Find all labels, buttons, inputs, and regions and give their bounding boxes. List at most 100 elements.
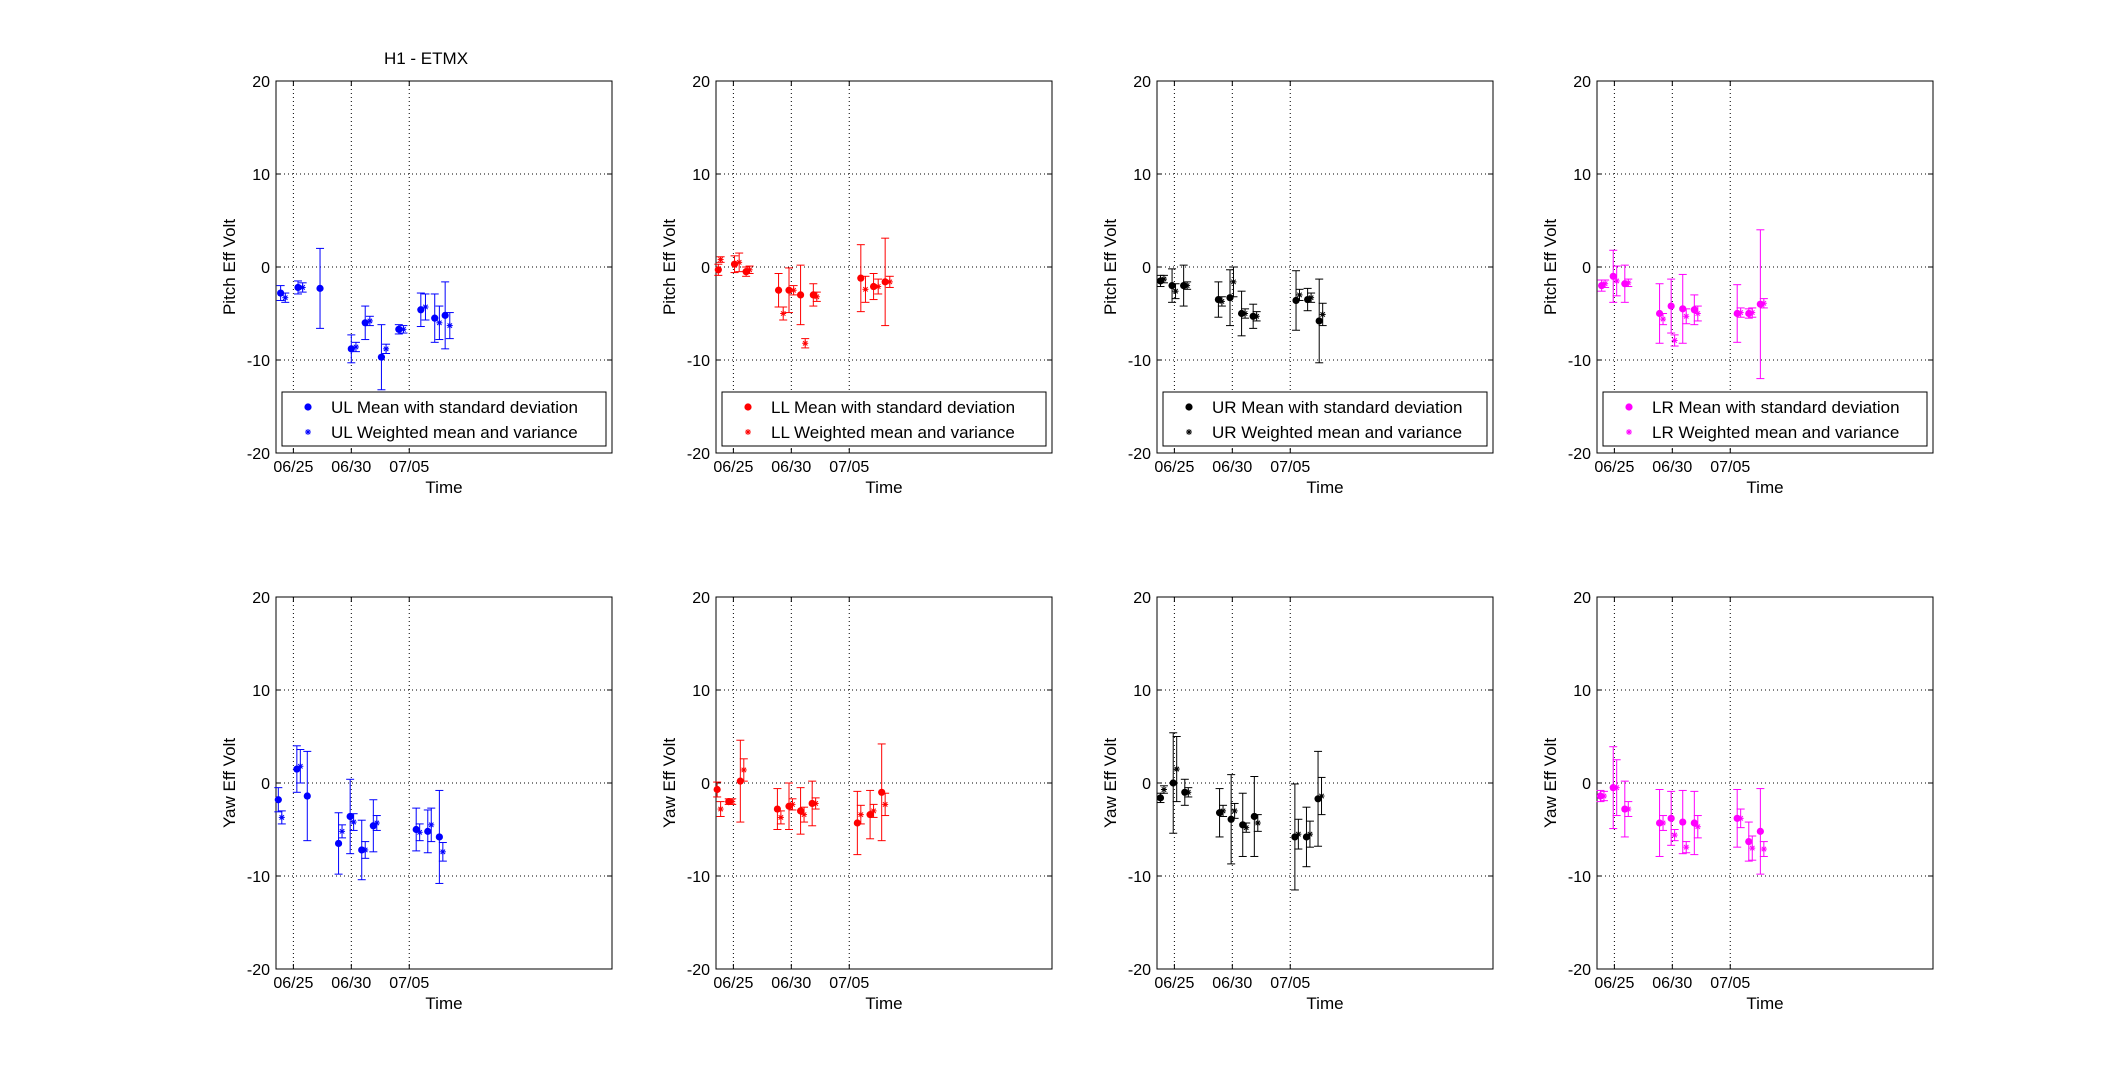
star-stroke [353, 344, 359, 350]
star-stroke [447, 323, 453, 329]
data-point-mean [277, 289, 285, 297]
y-tick-label: -10 [687, 353, 710, 370]
star-stroke [887, 279, 893, 285]
data-point-mean [1226, 294, 1234, 302]
x-tick-label: 06/30 [771, 459, 811, 476]
x-tick-label: 06/30 [1652, 459, 1692, 476]
y-tick-label: 0 [261, 776, 270, 793]
data-point-mean [869, 282, 878, 291]
legend-marker-weighted [305, 429, 311, 435]
series-mean [274, 745, 444, 884]
y-tick-label: -10 [1568, 869, 1591, 886]
star-stroke [875, 283, 881, 290]
y-axis-label: Yaw Eff Volt [1541, 738, 1560, 828]
star-stroke [1672, 337, 1678, 344]
data-point-weighted [1318, 793, 1325, 800]
legend-entry: UR Weighted mean and variance [1212, 423, 1462, 442]
star-stroke [789, 801, 796, 807]
data-point-weighted [862, 286, 869, 293]
star-stroke [1683, 313, 1689, 319]
x-axis-label: Time [425, 994, 462, 1013]
star-stroke [780, 310, 786, 317]
data-point-weighted [339, 828, 346, 835]
series-mean [713, 739, 886, 856]
data-point-weighted [780, 310, 787, 317]
star-stroke [1601, 793, 1607, 799]
x-tick-label: 06/30 [1652, 975, 1692, 992]
data-point-weighted [1230, 278, 1237, 285]
y-axis-label: Pitch Eff Volt [1101, 219, 1120, 315]
star-stroke [1738, 815, 1744, 821]
legend-marker-mean [1185, 403, 1193, 411]
legend-marker-mean [304, 403, 312, 411]
data-point-mean [1609, 272, 1617, 280]
data-point-weighted [1173, 766, 1180, 773]
star-stroke [1614, 785, 1620, 791]
star-stroke [1185, 789, 1191, 795]
data-point-weighted [297, 763, 304, 770]
data-point-weighted [350, 819, 357, 826]
star-stroke [718, 257, 724, 263]
data-point-mean [377, 353, 386, 361]
data-point-weighted [886, 278, 893, 285]
data-point-weighted [882, 801, 889, 808]
data-point-weighted [436, 319, 443, 326]
star-stroke [1320, 311, 1326, 317]
data-point-mean [1168, 282, 1176, 290]
legend-box [1602, 391, 1928, 447]
star-stroke [741, 767, 747, 773]
series-weighted-mean [716, 758, 890, 825]
data-point-mean [785, 286, 793, 294]
y-tick-label: 10 [1573, 683, 1591, 700]
y-tick-label: 20 [1573, 74, 1591, 91]
y-tick-label: -20 [1568, 962, 1591, 979]
data-point-mean [274, 796, 282, 804]
star-stroke [339, 828, 345, 834]
star-stroke [1242, 310, 1248, 317]
y-tick-label: -20 [1568, 446, 1591, 463]
star-stroke [400, 326, 407, 332]
series-weighted-mean [1159, 266, 1327, 327]
y-tick-label: -10 [687, 869, 710, 886]
data-point-weighted [1683, 313, 1690, 320]
star-stroke [351, 819, 357, 825]
data-point-weighted [362, 846, 369, 853]
series-mean [1597, 229, 1765, 380]
subplot-ll-yaw: 06/25 06/30 07/05 -20 -10 0 10 20 Time Yaw Eff Vo… [660, 590, 1053, 1013]
y-axis-label: Pitch Eff Volt [1541, 219, 1560, 315]
y-axis-label: Yaw Eff Volt [1101, 738, 1120, 828]
x-tick-label: 06/25 [273, 459, 313, 476]
x-tick-label: 06/25 [273, 975, 313, 992]
star-stroke [1738, 310, 1744, 316]
y-tick-label: 0 [1582, 776, 1591, 793]
data-point-mean [878, 788, 886, 796]
data-point-mean [417, 306, 425, 314]
data-point-weighted [1625, 806, 1632, 813]
star-stroke [862, 286, 869, 292]
data-point-weighted [870, 807, 877, 814]
data-point-mean [881, 278, 889, 286]
data-point-mean [395, 325, 403, 333]
star-stroke [1660, 316, 1666, 322]
data-point-weighted [383, 345, 390, 352]
data-point-mean [303, 792, 311, 800]
star-stroke [1749, 310, 1755, 316]
data-point-weighted [1613, 277, 1620, 284]
x-tick-label: 07/05 [1270, 975, 1310, 992]
legend-marker-mean [1625, 403, 1633, 411]
legend-marker-mean [744, 403, 752, 411]
data-point-weighted [1295, 831, 1302, 838]
star-stroke [300, 284, 306, 291]
data-point-weighted [1172, 288, 1179, 295]
data-point-weighted [282, 294, 289, 301]
star-stroke [1254, 313, 1260, 319]
star-stroke [801, 812, 807, 818]
legend-marker-weighted [1186, 429, 1192, 435]
data-point-weighted [1737, 815, 1744, 822]
star-stroke [440, 849, 446, 855]
y-tick-label: 20 [1133, 74, 1151, 91]
data-point-weighted [1749, 845, 1756, 852]
star-stroke [729, 799, 735, 805]
data-point-weighted [875, 283, 882, 290]
data-point-weighted [1613, 784, 1620, 791]
